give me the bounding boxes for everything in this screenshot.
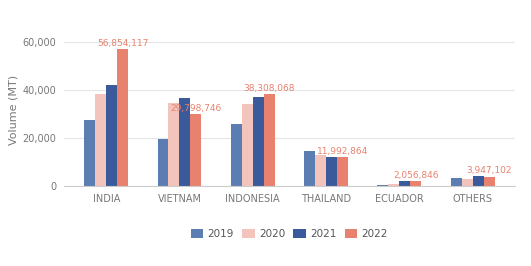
Bar [388,184,399,186]
Y-axis label: Volume (MT): Volume (MT) [8,75,18,146]
Bar [410,181,421,186]
Bar [168,103,179,186]
Bar [253,97,264,186]
Bar [337,157,348,186]
Bar [106,85,117,186]
Bar [451,178,461,186]
Text: 11,992,864: 11,992,864 [317,147,368,156]
Bar [191,114,201,186]
Bar [399,181,410,186]
Bar [242,104,253,186]
Bar [378,185,388,186]
Bar [158,139,168,186]
Bar [461,179,473,186]
Bar [95,94,106,186]
Bar [179,98,191,186]
Text: 38,308,068: 38,308,068 [244,84,295,93]
Text: 29,798,746: 29,798,746 [170,104,221,113]
Bar [326,157,337,186]
Text: 3,947,102: 3,947,102 [466,166,512,175]
Bar [473,176,484,186]
Bar [231,124,242,186]
Bar [84,120,95,186]
Text: 2,056,846: 2,056,846 [393,171,439,180]
Bar [484,177,494,186]
Bar [304,151,315,186]
Bar [117,49,128,186]
Text: 56,854,117: 56,854,117 [97,39,148,48]
Legend: 2019, 2020, 2021, 2022: 2019, 2020, 2021, 2022 [187,225,392,243]
Bar [264,94,275,186]
Bar [315,155,326,186]
